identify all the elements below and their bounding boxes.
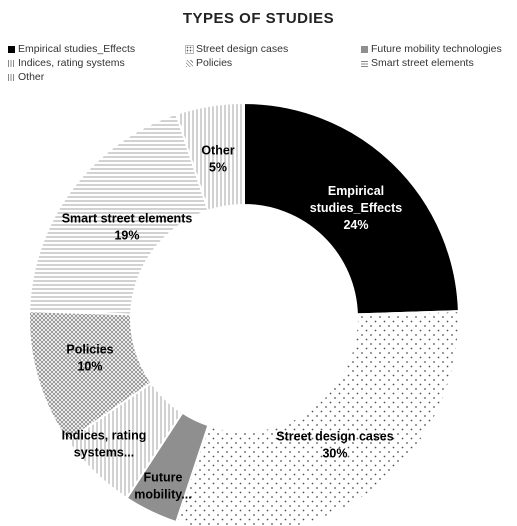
data-label-line: Empirical (328, 184, 384, 198)
data-label-line: Future (144, 471, 183, 485)
legend-label: Smart street elements (371, 57, 474, 69)
data-label-line: 5% (209, 161, 227, 175)
legend-swatch (8, 59, 15, 67)
data-label-other: Other 5% (201, 144, 234, 175)
legend-swatch (8, 73, 15, 81)
legend-swatch (186, 59, 193, 67)
data-label-smart-street: Smart street elements 19% (62, 212, 193, 243)
data-label-line: studies_Effects (310, 201, 402, 215)
data-label-line: 19% (114, 229, 139, 243)
legend-label: Street design cases (196, 43, 289, 55)
legend-item-policies: Policies (186, 57, 232, 69)
data-label-line: 10% (77, 360, 102, 374)
data-label-line: Policies (66, 343, 113, 357)
legend-item-other: Other (8, 71, 44, 83)
data-label-line: Street design cases (276, 430, 393, 444)
legend-swatch (361, 45, 368, 53)
legend-item-street-design: Street design cases (185, 43, 289, 55)
legend-label: Indices, rating systems (18, 57, 125, 69)
slice-smart-street (28, 112, 210, 316)
data-label-future-mobility: Future mobility... (134, 471, 191, 502)
legend-swatch (8, 45, 15, 53)
slice-street-design (174, 310, 460, 526)
data-label-line: 30% (322, 447, 347, 461)
data-label-line: mobility... (134, 488, 191, 502)
legend-swatch (185, 44, 194, 54)
legend-label: Empirical studies_Effects (18, 43, 136, 55)
legend-swatch (361, 59, 368, 67)
slice-other (174, 101, 245, 213)
data-label-indices: Indices, rating systems... (62, 429, 147, 460)
legend-item-empirical: Empirical studies_Effects (8, 43, 135, 55)
slice-empirical (243, 101, 460, 316)
legend-label: Future mobility technologies (371, 43, 502, 55)
legend-label: Other (18, 71, 45, 83)
legend-label: Policies (196, 57, 233, 69)
data-label-line: systems... (74, 446, 134, 460)
data-label-empirical: Empirical studies_Effects 24% (310, 184, 402, 232)
chart-title: TYPES OF STUDIES (182, 10, 335, 27)
data-label-line: 24% (343, 218, 368, 232)
data-label-policies: Policies 10% (66, 343, 113, 374)
data-label-line: Indices, rating (62, 429, 147, 443)
legend-item-smart-street: Smart street elements (361, 57, 474, 69)
legend-item-future-mobility: Future mobility technologies (361, 43, 502, 55)
data-label-line: Other (201, 144, 234, 158)
legend-item-indices: Indices, rating systems (8, 57, 125, 69)
data-label-street-design: Street design cases 30% (276, 430, 393, 461)
data-label-line: Smart street elements (62, 212, 193, 226)
